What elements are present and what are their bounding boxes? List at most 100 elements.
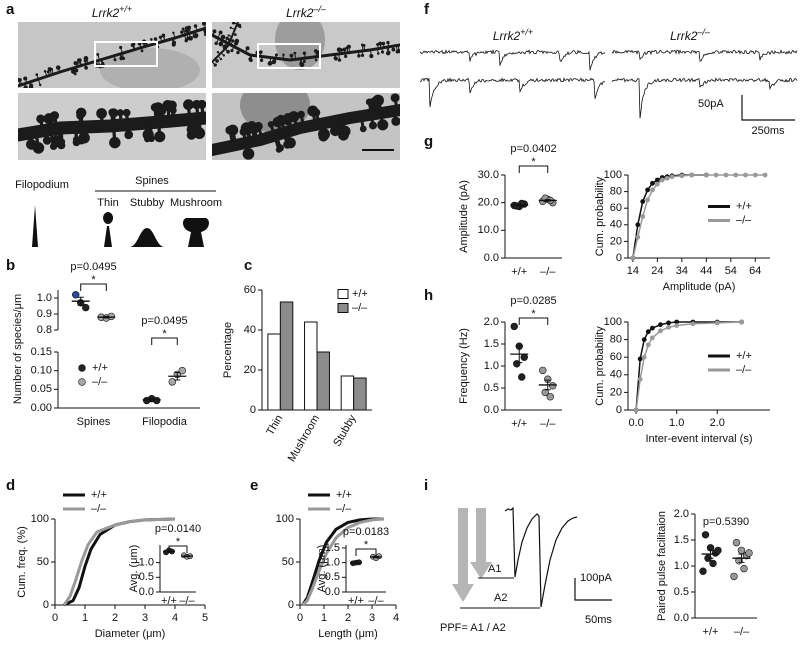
error-bar — [544, 199, 551, 202]
spine-head — [47, 67, 52, 72]
data-point — [649, 335, 655, 341]
y-tick-label: 1.0 — [139, 557, 154, 569]
thin-shape — [103, 212, 114, 247]
spine-head — [218, 30, 223, 35]
y-tick-label: 100 — [604, 316, 622, 328]
gene: Lrrk2 — [92, 6, 120, 20]
spine-head — [101, 61, 105, 65]
spine-head — [254, 121, 263, 131]
y-axis-title: Avg. (μm) — [128, 545, 140, 593]
p-value: p=0.5390 — [703, 516, 749, 528]
spine-head — [184, 38, 188, 43]
spine-head — [181, 27, 185, 31]
spine-head — [276, 144, 284, 152]
spine-head — [201, 22, 206, 26]
x-tick-label: 2.0 — [710, 417, 725, 429]
y-tick-label: 2.0 — [484, 316, 499, 328]
spine-head — [230, 49, 234, 53]
y-tick-label: 1.0 — [325, 557, 340, 569]
x-tick-label: 2 — [112, 612, 118, 624]
y-tick-label: 10.0 — [478, 224, 499, 236]
series-line — [301, 517, 385, 607]
y-tick-label: 0.9 — [37, 308, 52, 320]
x-axis-title: Inter-event interval (s) — [646, 433, 753, 445]
x-tick-label: +/+ — [511, 418, 527, 430]
spine-head — [153, 37, 158, 41]
data-point — [713, 172, 719, 178]
legend-marker — [337, 289, 349, 299]
spine-head — [152, 102, 164, 114]
x-axis-title: Length (μm) — [318, 628, 378, 640]
y-tick-label: 100 — [604, 169, 622, 181]
spine-head — [130, 43, 135, 48]
scale-label: 50pA — [698, 98, 724, 110]
current-trace — [419, 77, 606, 108]
y-tick-label: 0.15 — [31, 346, 52, 358]
spine-head — [18, 78, 22, 82]
significance-bracket — [168, 545, 188, 553]
spine-head — [116, 109, 124, 117]
spine-head — [386, 40, 390, 45]
data-point — [730, 572, 738, 581]
panel-label: f — [424, 1, 430, 18]
spine-head — [239, 127, 248, 136]
x-tick-label: 1.0 — [669, 417, 684, 429]
y-tick-label: 80 — [610, 334, 622, 346]
data-point — [733, 172, 739, 178]
spine-head — [231, 22, 236, 25]
spine-head — [381, 41, 386, 46]
bar — [316, 351, 330, 411]
legend-marker — [78, 364, 86, 372]
y-tick-label: 80 — [610, 186, 622, 198]
error-bar — [373, 555, 379, 559]
significance-mark: * — [176, 536, 181, 548]
y-tick-label: 40 — [244, 324, 256, 336]
spine-head — [78, 132, 90, 144]
y-tick-label: 100 — [31, 513, 49, 525]
y-axis-title: Number of species/μm — [12, 294, 24, 404]
data-point — [630, 255, 636, 261]
y-tick-label: 50 — [282, 556, 294, 568]
legend-label: –/– — [736, 364, 752, 376]
series-line — [635, 321, 742, 411]
spine-head — [36, 114, 46, 124]
y-tick-label: 1.5 — [484, 338, 499, 350]
x-tick-label: +/+ — [703, 626, 719, 638]
data-point — [637, 356, 643, 362]
panel-label: e — [250, 477, 258, 494]
spine-head — [377, 119, 389, 131]
data-point — [650, 180, 655, 186]
spine-head — [108, 108, 116, 116]
y-tick-label: 100 — [276, 513, 294, 525]
data-point — [689, 172, 695, 178]
significance-mark: * — [162, 328, 167, 340]
data-point — [649, 325, 655, 331]
data-point — [633, 407, 639, 413]
spine-head — [23, 76, 28, 81]
spine-head — [360, 53, 365, 57]
data-point — [739, 319, 744, 325]
zoom-box — [257, 43, 321, 69]
panel-label: i — [424, 477, 428, 494]
data-point — [690, 321, 696, 327]
y-axis-title: Frequency (Hz) — [458, 328, 470, 404]
y-tick-label: 0.5 — [325, 571, 340, 583]
p-value: p=0.0183 — [343, 526, 389, 538]
spine-head — [376, 52, 380, 55]
p-value: p=0.0402 — [510, 143, 556, 155]
legend-label: –/– — [92, 376, 108, 388]
spine-head — [314, 58, 318, 62]
panel-label: h — [424, 287, 433, 304]
data-point — [546, 393, 554, 401]
ppf-label: A1 — [488, 563, 501, 575]
data-point — [723, 172, 729, 178]
data-point — [664, 175, 670, 181]
data-point — [674, 319, 680, 325]
spine-head — [391, 47, 396, 52]
x-tick-label: 1 — [321, 612, 327, 624]
y-tick-label: 60 — [610, 202, 622, 214]
y-tick-label: 0.00 — [31, 402, 52, 414]
y-tick-label: 1.5 — [674, 534, 689, 546]
p-value: p=0.0285 — [510, 295, 556, 307]
data-point — [518, 373, 526, 381]
